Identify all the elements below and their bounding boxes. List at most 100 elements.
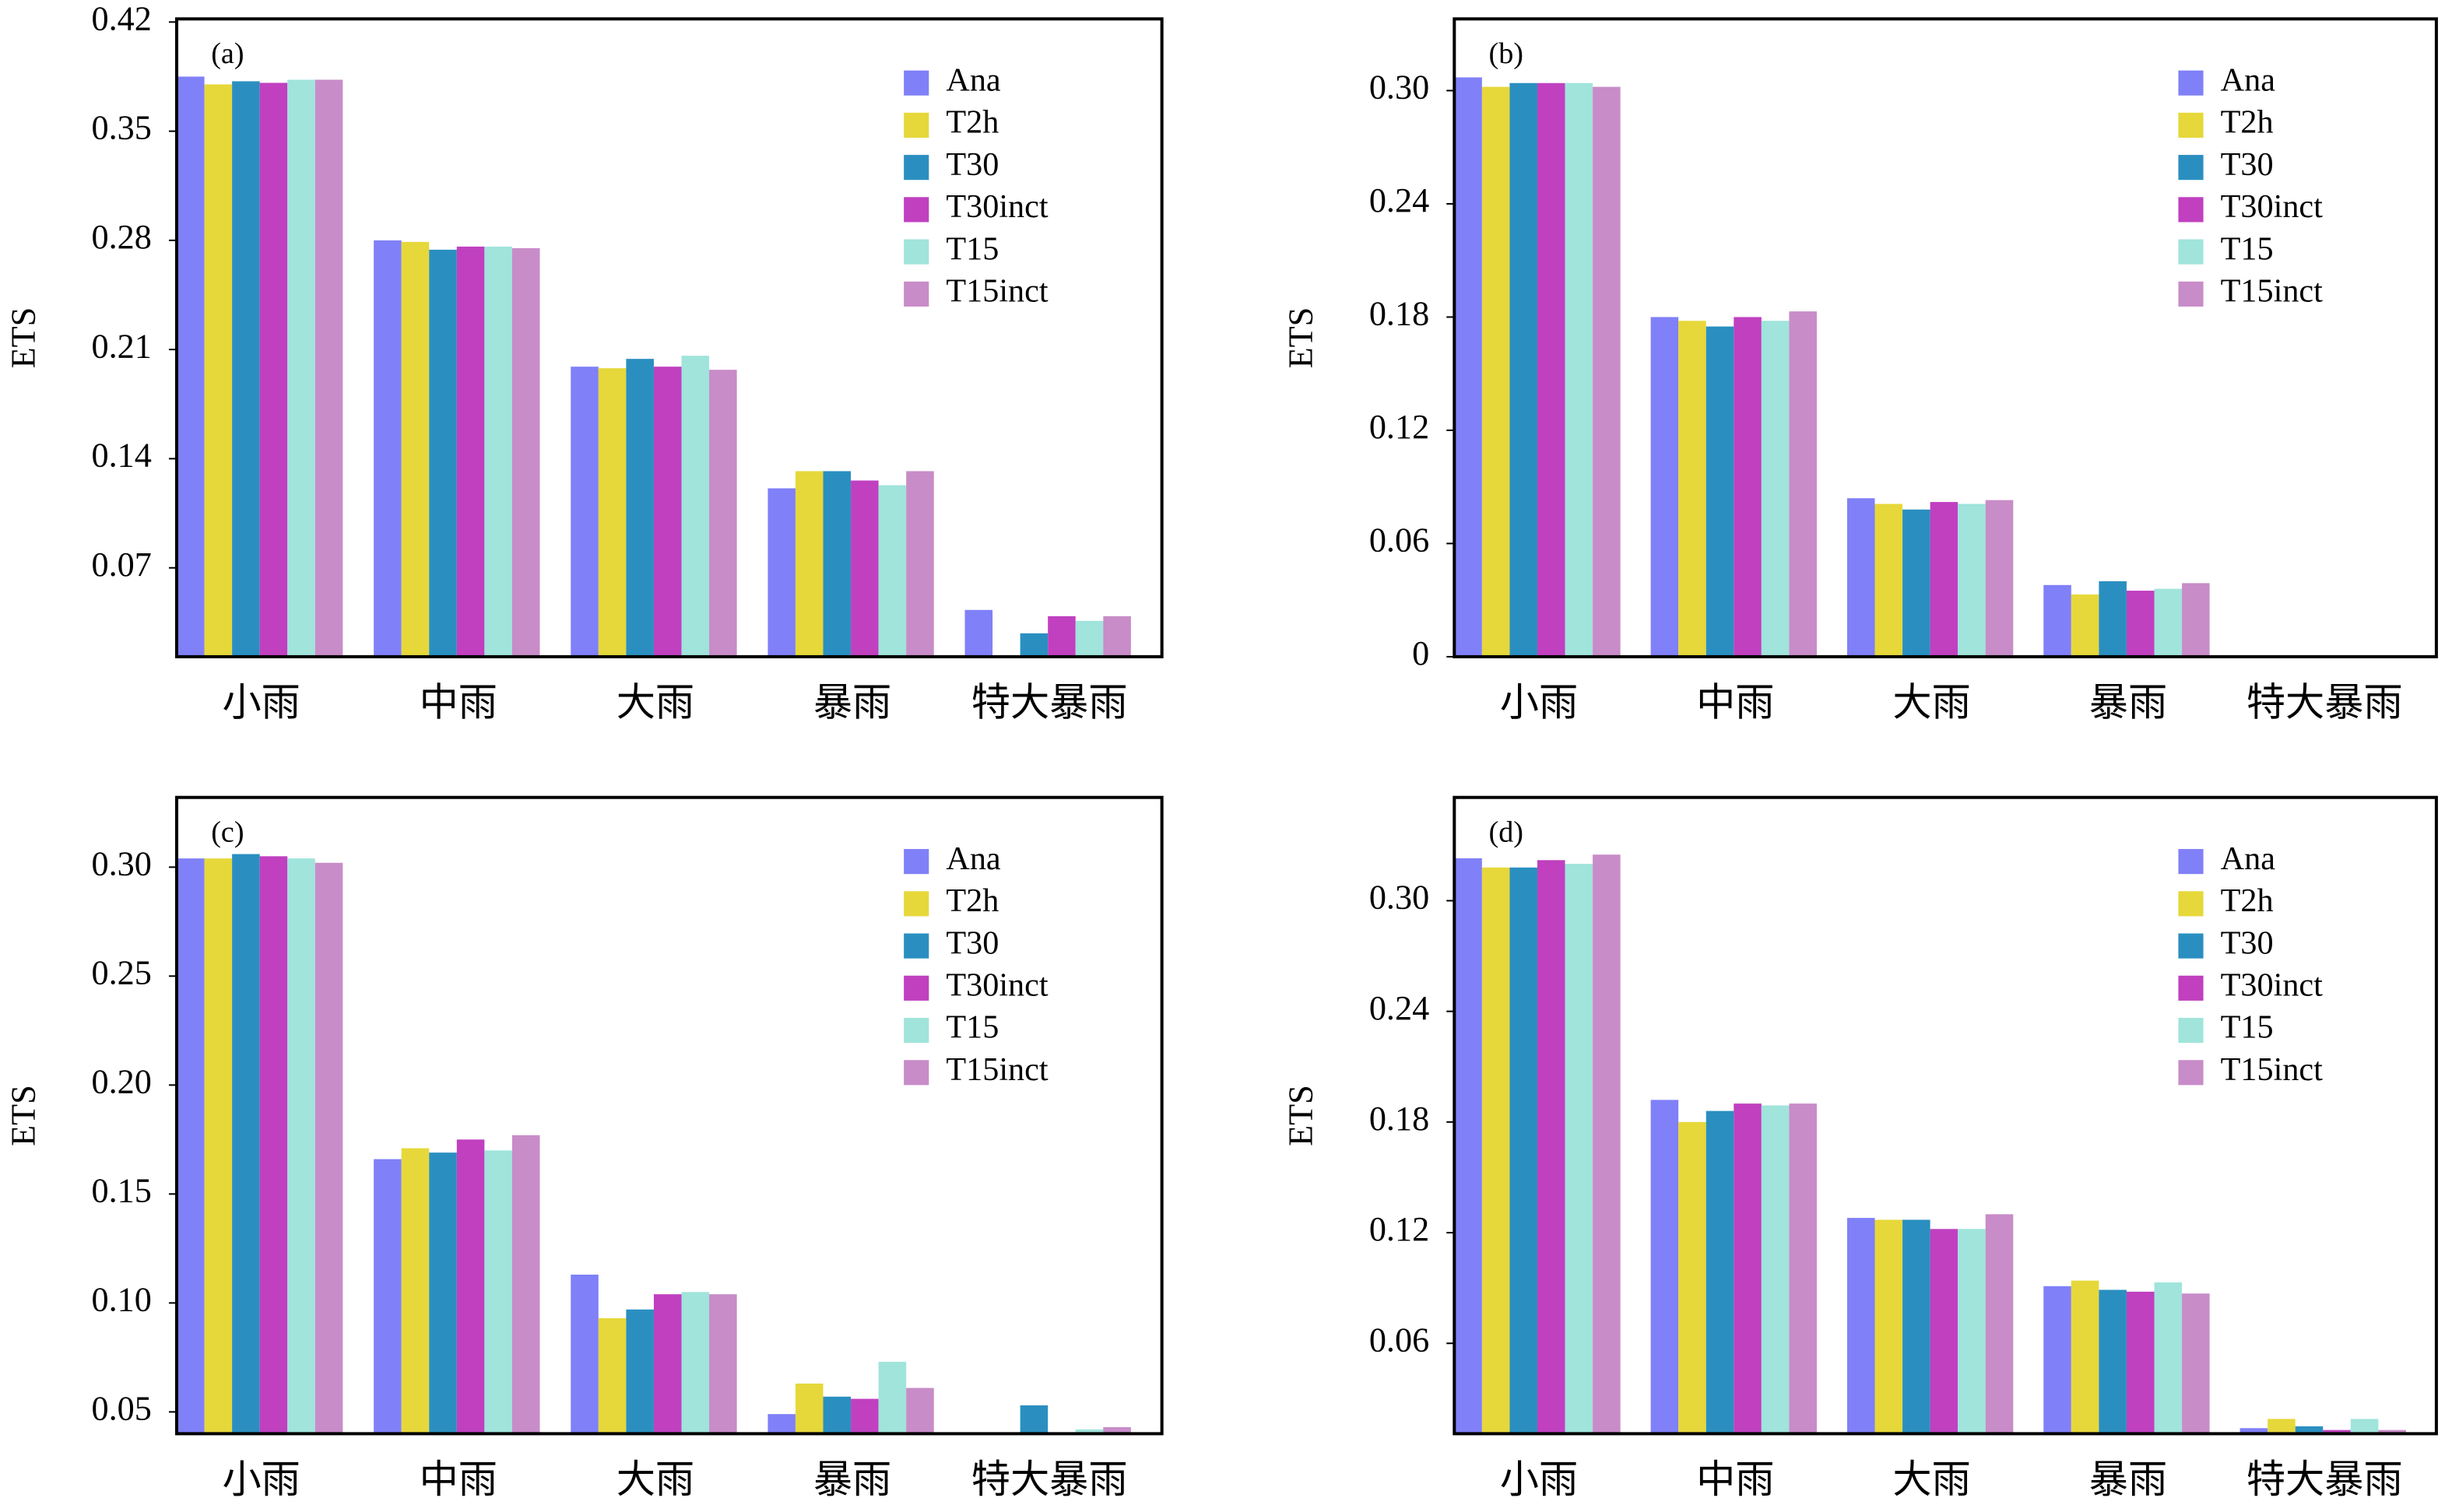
y-tick-label: 0.35 [92,109,152,147]
bar [626,1309,654,1434]
panel: 0.06 0.12 0.18 0.24 0.30 小雨 中雨 大雨 暴雨 特大暴雨 (d) ETS An… [1282,795,2438,1501]
y-tick-label: 0.42 [92,0,152,37]
bar [2126,591,2155,657]
legend-label: T30 [2221,924,2274,961]
x-tick-label: 特大暴雨 [2246,1458,2403,1501]
y-tick-label: 0.30 [1369,68,1429,107]
x-tick-label: 小雨 [222,681,300,724]
y-tick-label: 0.18 [1369,1100,1429,1138]
bar [1048,616,1076,657]
y-tick-label: 0.14 [92,437,152,475]
bar [906,1387,934,1434]
plot-frame [1453,17,2438,658]
bar [1789,311,1817,657]
bar [851,480,879,657]
bar [2043,1286,2071,1434]
bar [1650,1100,1679,1434]
bar [314,862,343,1434]
bar [2043,584,2071,657]
bar [1454,77,1482,657]
panel-label: (d) [1489,816,1524,849]
bar [374,1159,402,1434]
bar [1789,1103,1817,1434]
x-tick-label: 特大暴雨 [2246,681,2403,724]
bar [768,488,796,657]
y-tick-label: 0.30 [92,844,152,882]
legend-swatch [904,281,929,307]
x-tick-label: 暴雨 [2089,1458,2167,1501]
legend-swatch [904,849,929,875]
bar [1509,82,1537,657]
bar [795,471,824,657]
bar [878,1361,907,1434]
bar [1509,867,1537,1434]
bar [511,247,540,657]
bar [1846,498,1875,657]
legend-swatch [2178,155,2204,181]
bar [2182,1293,2210,1434]
plot-frame [1453,795,2438,1436]
legend-label: T30inct [2221,967,2323,1004]
bar [484,1150,512,1434]
y-tick-label: 0.06 [1369,521,1429,560]
bar [456,1139,485,1434]
legend-label: T30 [946,146,999,183]
y-tick-label: 0.30 [1369,879,1429,917]
legend-label: T15inct [946,1051,1048,1088]
legend-swatch [904,1017,929,1044]
bar [1103,616,1131,657]
bar [2239,1428,2268,1434]
y-tick-label: 0.10 [92,1281,152,1319]
bar [2323,1430,2351,1434]
legend-swatch [2178,933,2204,959]
x-tick-label: 暴雨 [2089,681,2167,724]
y-axis-title: ETS [1282,307,1320,369]
bar [1874,503,1903,657]
bar [1650,317,1679,657]
legend-label: T15 [946,1009,999,1046]
bar [1075,620,1104,657]
legend-label: Ana [946,840,1001,877]
plot-frame [175,17,1164,658]
bar [1537,82,1565,657]
y-tick-label: 0.24 [1369,181,1429,219]
bar [1020,1405,1049,1434]
legend-swatch [904,70,929,96]
x-tick-label: 小雨 [1500,681,1578,724]
legend-label: T15 [946,230,999,267]
y-tick-label: 0.12 [1369,1210,1429,1248]
legend-swatch [904,197,929,223]
bar [964,609,993,657]
legend-label: Ana [946,61,1001,98]
bar [2099,581,2127,657]
bar [851,1398,879,1434]
legend-swatch [2178,849,2204,875]
bar [598,1317,627,1434]
legend-label: T30inct [946,967,1048,1004]
bar [823,1396,852,1434]
legend-label: T2h [2221,104,2274,141]
y-tick-label: 0.07 [92,546,152,584]
bar [1734,1103,1762,1434]
bar [374,240,402,657]
legend-label: Ana [2221,61,2276,98]
legend-label: T30 [946,924,999,961]
bar [429,1152,457,1434]
legend-label: T15 [2221,1009,2274,1046]
bar [204,858,233,1434]
bar [2071,1280,2099,1434]
x-tick-label: 大雨 [617,681,694,724]
bar [2071,594,2099,657]
legend-label: T30inct [946,188,1048,225]
bar [681,356,710,657]
x-tick-label: 大雨 [1892,681,1970,724]
panel: 0.05 0.10 0.15 0.20 0.25 0.30 小雨 中雨 大雨 暴雨 特大暴雨 (c) E… [4,795,1164,1501]
bar [1593,86,1621,657]
legend-swatch [904,1060,929,1086]
legend-label: T30 [2221,146,2274,183]
bar [1761,321,1790,657]
bar [1985,1214,2014,1434]
bar [1481,867,1510,1434]
legend-swatch [904,112,929,138]
bar [511,1135,540,1434]
